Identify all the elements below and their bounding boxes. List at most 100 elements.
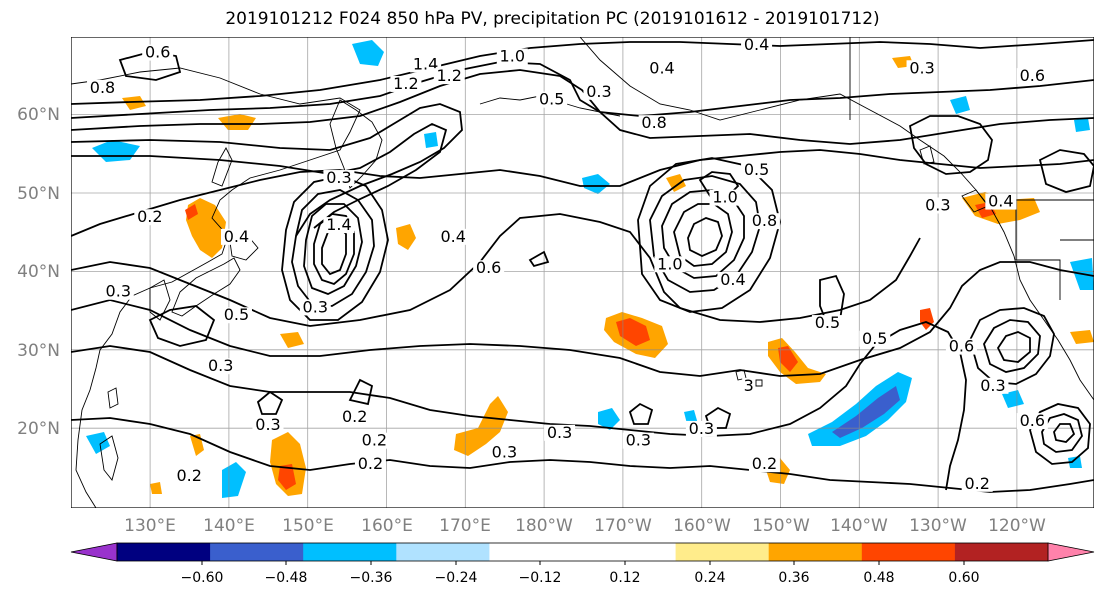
- pv-contour-0.3: [628, 402, 654, 425]
- contour-label: 0.8: [641, 113, 666, 132]
- contour-label: 1.0: [500, 47, 525, 66]
- contour-label: 1.0: [657, 254, 682, 273]
- contour-label-background: [323, 217, 355, 234]
- contour-label-background: [142, 44, 174, 61]
- lon-label: 150°W: [752, 516, 810, 536]
- kamchatka-coastline: [329, 99, 383, 189]
- colorbar-tick-label: −0.36: [350, 570, 393, 586]
- pv-contour-0.6: [1038, 149, 1094, 193]
- contour-label: 0.3: [980, 376, 1005, 395]
- precip-positive-patch: [454, 396, 508, 456]
- contour-label: 0.2: [137, 207, 162, 226]
- pv-contour-low-se: [996, 331, 1031, 363]
- pv-contour-0.5: [71, 213, 921, 327]
- contour-label-background: [748, 213, 780, 230]
- contour-label: 0.3: [547, 423, 572, 442]
- pv-contour-low-east: [649, 175, 761, 293]
- contour-label: 0.2: [964, 474, 989, 493]
- contour-label-background: [323, 170, 355, 187]
- precip-positive-patch: [396, 224, 416, 250]
- asia-coastline: [71, 67, 361, 508]
- colorbar-tick-label: 0.60: [948, 570, 979, 586]
- precip-positive-patch: [1070, 330, 1094, 344]
- contour-label: 0.3: [626, 431, 651, 450]
- contour-label: 1.2: [437, 66, 462, 85]
- contour-label-background: [1016, 68, 1048, 85]
- contour-label: 0.3: [925, 195, 950, 214]
- precip-negative-patch: [1068, 456, 1082, 468]
- contour-label-background: [473, 260, 505, 277]
- pv-contour-low-se: [983, 319, 1041, 373]
- contour-label: 0.3: [255, 415, 280, 434]
- lat-label: 50°N: [17, 184, 60, 204]
- precip-positive-patch: [122, 96, 146, 110]
- pv-contour-jet: [71, 103, 463, 237]
- contour-label: 0.6: [476, 258, 501, 277]
- colorbar-box: [768, 543, 863, 561]
- pv-contour-low-east: [637, 157, 781, 313]
- colorbar-frame: [116, 542, 1049, 562]
- precip-positive-patch: [616, 318, 650, 346]
- pv-contour-low-east: [687, 217, 723, 257]
- lon-label: 180°W: [515, 516, 573, 536]
- contour-label-background: [299, 299, 331, 316]
- pv-contour-low-se: [1053, 423, 1076, 443]
- colorbar-box: [675, 543, 770, 561]
- contour-label-background: [390, 75, 422, 92]
- lat-label: 30°N: [17, 341, 60, 361]
- contour-label: 0.8: [90, 78, 115, 97]
- contour-label-background: [748, 456, 780, 473]
- ocean-background: [71, 37, 1094, 508]
- contour-label-background: [358, 432, 390, 449]
- colorbar-box: [582, 543, 677, 561]
- contour-label: 0.4: [649, 58, 674, 77]
- contour-label-background: [906, 60, 938, 77]
- colorbar-boxes: [117, 543, 1049, 561]
- precip-negative-patch: [424, 132, 438, 148]
- colorbar-tick-label: 0.36: [778, 570, 809, 586]
- contour-label: 1.2: [393, 74, 418, 93]
- contour-label-background: [638, 115, 670, 132]
- contour-label-background: [646, 60, 678, 77]
- colorbar-box: [861, 543, 956, 561]
- contour-label-background: [622, 432, 654, 449]
- precip-positive-patch: [280, 332, 304, 348]
- contour-label: 0.6: [949, 337, 974, 356]
- pv-contour-jet: [71, 69, 1094, 145]
- contour-label-background: [811, 315, 843, 332]
- colorbar-box: [489, 543, 583, 561]
- contour-label-background: [220, 307, 252, 324]
- korea-coastline: [149, 279, 171, 321]
- contour-label: 0.4: [744, 35, 769, 54]
- precip-negative-patch: [86, 432, 110, 454]
- pv-contour-low-east: [673, 203, 733, 267]
- colorbar-tick-label: 0.48: [863, 570, 894, 586]
- contour-label-background: [339, 409, 371, 426]
- contour-label: 0.6: [1020, 411, 1045, 430]
- lat-label: 60°N: [17, 105, 60, 125]
- precip-positive-patch: [778, 346, 798, 372]
- map-title: 2019101212 F024 850 hPa PV, precipitatio…: [225, 9, 880, 29]
- contour-label-background: [961, 475, 993, 492]
- contour-label-background: [433, 68, 465, 85]
- colorbar-tick-label: −0.12: [519, 570, 562, 586]
- pv-contour-0.2: [348, 378, 374, 406]
- contour-label: 0.4: [440, 227, 465, 246]
- contour-label: 0.3: [586, 82, 611, 101]
- pv-contour-jet: [71, 122, 448, 229]
- contour-label: 0.6: [1020, 66, 1045, 85]
- colorbar-box: [210, 543, 304, 561]
- pv-contour-0.5: [528, 250, 550, 268]
- pv-contour-0.4: [908, 115, 993, 175]
- contour-label-background: [583, 83, 615, 100]
- precip-negative-patch: [598, 408, 620, 430]
- colorbar-extend-max: [1047, 542, 1095, 562]
- precip-negative-patch: [1002, 390, 1024, 408]
- contour-label: 0.4: [988, 192, 1013, 211]
- contour-label-background: [742, 377, 756, 394]
- pv-contour-0.3: [148, 305, 216, 347]
- contour-label: 0.5: [539, 90, 564, 109]
- precip-negative-patch: [1074, 118, 1090, 132]
- contour-label: 0.2: [752, 454, 777, 473]
- us-state-borders: [1015, 200, 1094, 300]
